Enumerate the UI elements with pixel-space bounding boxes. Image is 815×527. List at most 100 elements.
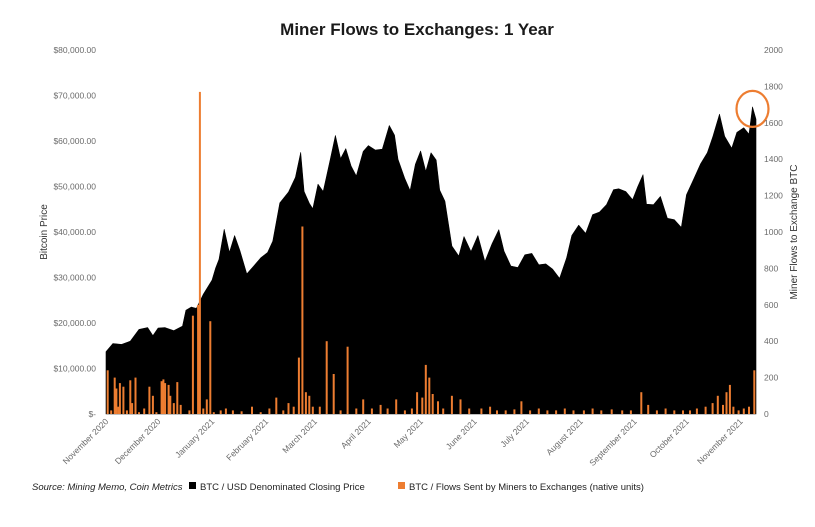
flow-bar (682, 410, 684, 414)
flow-bar (716, 395, 719, 414)
flow-bar (725, 392, 728, 414)
flow-bar (555, 410, 558, 414)
flow-bar (155, 412, 158, 414)
flow-bar (621, 410, 624, 414)
flow-bar (424, 364, 427, 414)
flow-bar (655, 410, 658, 414)
flow-bar (164, 383, 167, 414)
flow-bar (403, 410, 406, 414)
flow-bar (251, 406, 253, 414)
right-tick-label: 1800 (764, 81, 783, 91)
legend-swatch-flows (398, 482, 405, 489)
flow-bar (572, 410, 575, 414)
flow-bar (370, 408, 373, 414)
left-tick-label: $50,000.00 (53, 182, 96, 192)
flow-bar (301, 226, 304, 414)
flow-bar (629, 410, 632, 414)
annotations (735, 89, 770, 129)
plot-area (105, 89, 770, 415)
flow-bar (410, 408, 413, 414)
right-tick-label: 200 (764, 373, 778, 383)
x-tick-label: March 2021 (280, 416, 319, 455)
x-tick-label: June 2021 (444, 416, 479, 451)
flow-bar (151, 395, 154, 414)
flow-bar (610, 409, 613, 414)
flow-bar (468, 408, 471, 414)
flow-bar (437, 401, 439, 414)
flow-bar (325, 341, 328, 414)
flow-bar (711, 403, 714, 414)
flow-bar (282, 410, 285, 414)
flow-bar (395, 399, 398, 414)
flow-bar (489, 406, 492, 414)
flow-bar (311, 406, 314, 414)
flow-bar (110, 410, 113, 414)
flow-bar (442, 408, 445, 414)
flow-bar (647, 404, 650, 414)
left-tick-label: $- (88, 409, 96, 419)
x-tick-label: November 2021 (695, 416, 745, 466)
x-tick-label: August 2021 (544, 416, 585, 457)
flow-bar (122, 386, 125, 414)
flow-bar (118, 383, 121, 414)
flow-bar (753, 370, 756, 414)
flow-bar (275, 397, 278, 414)
flow-bar (202, 408, 205, 414)
x-tick-label: February 2021 (224, 416, 270, 462)
left-tick-label: $80,000.00 (53, 45, 96, 55)
flow-bar (191, 315, 194, 414)
flow-bar (546, 410, 549, 414)
x-tick-label: January 2021 (173, 416, 217, 460)
flow-bar (450, 395, 453, 414)
flow-bar (695, 408, 698, 414)
flow-bar (737, 410, 740, 414)
flow-bar (169, 395, 172, 414)
flow-bar (259, 412, 262, 414)
flow-bar (143, 408, 146, 414)
right-tick-label: 600 (764, 300, 778, 310)
flow-bar (176, 382, 179, 414)
flow-bar (600, 410, 603, 414)
x-tick-label: December 2020 (113, 416, 163, 466)
flow-bar (421, 397, 424, 414)
flow-bar (172, 403, 175, 414)
flow-bar (125, 410, 128, 414)
flow-bar (480, 408, 483, 414)
flow-bar (162, 379, 165, 414)
flow-bar (198, 91, 201, 415)
flow-bar (129, 380, 132, 414)
flow-bars-series (106, 91, 756, 415)
flow-bar (224, 408, 227, 414)
flow-bar (268, 408, 271, 414)
right-axis: 0 200 400 600 800 1000 1200 1400 1600 1800 2000 (764, 45, 783, 419)
flow-bar (496, 410, 498, 414)
flow-bar (115, 388, 118, 414)
flow-bar (386, 408, 389, 414)
flow-bar (179, 404, 182, 414)
flow-bar (582, 410, 585, 414)
price-area-series (105, 106, 757, 415)
flow-bar (212, 412, 215, 414)
flow-bar (748, 406, 750, 414)
flow-bar (379, 404, 382, 414)
flow-bar (664, 408, 667, 414)
flow-bar (113, 377, 116, 414)
flow-bar (346, 346, 349, 414)
flow-bar (513, 409, 516, 414)
flow-bar (231, 410, 234, 414)
right-tick-label: 1200 (764, 191, 783, 201)
flow-bar (591, 408, 594, 414)
flow-bar (732, 406, 735, 414)
right-tick-label: 1600 (764, 118, 783, 128)
flow-bar (355, 408, 358, 414)
flow-bar (205, 399, 208, 414)
flow-bar (362, 399, 365, 414)
legend-swatch-price (189, 482, 196, 489)
flow-bar (297, 357, 300, 414)
flow-bar (197, 304, 200, 414)
flow-bar (134, 377, 137, 414)
flow-bar (287, 403, 290, 414)
flow-bar (742, 408, 745, 414)
legend: BTC / USD Denominated Closing Price BTC … (189, 482, 644, 493)
